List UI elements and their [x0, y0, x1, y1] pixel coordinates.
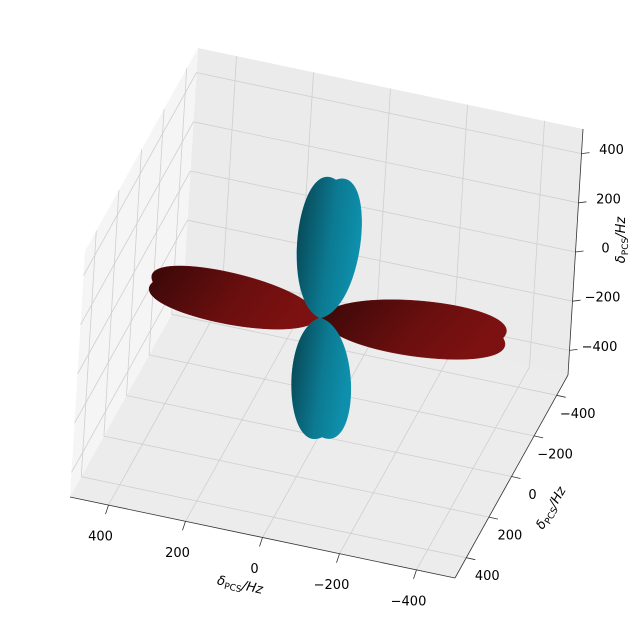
tick-mark — [488, 516, 498, 520]
z-tick-label: 0 — [601, 242, 609, 257]
lobe-shading — [291, 318, 351, 439]
grid-line — [193, 121, 579, 204]
z-tick-label: 400 — [599, 143, 624, 158]
tick-mark — [511, 476, 521, 479]
x-tick-label: 0 — [250, 562, 258, 577]
axis-line — [69, 496, 456, 579]
axis-line — [567, 128, 584, 376]
y-tick-label: 0 — [528, 488, 536, 503]
grid-line — [190, 170, 576, 253]
y-tick-label: 400 — [475, 569, 500, 584]
grid-line — [196, 72, 582, 154]
grid-line — [80, 121, 194, 325]
grid-line — [103, 435, 489, 518]
tick-mark — [413, 569, 417, 580]
zlabel-axis-label: δPCS/Hz — [614, 216, 631, 264]
label-symbol: δ — [614, 255, 629, 263]
tick-mark — [578, 201, 587, 204]
y-tick-label: −200 — [537, 447, 573, 462]
tick-mark — [572, 299, 581, 302]
grid-line — [187, 219, 573, 302]
label-subscript: PCS — [223, 581, 242, 594]
label-subscript: PCS — [621, 238, 631, 256]
x-tick-label: 200 — [165, 546, 190, 561]
grid-line — [74, 220, 188, 424]
axis-line — [454, 374, 569, 579]
z-tick-label: 200 — [596, 192, 621, 207]
lobe-shading — [320, 299, 507, 360]
label-unit: /Hz — [545, 483, 570, 511]
label-symbol: δ — [216, 573, 227, 589]
x-tick-label: −400 — [391, 594, 427, 609]
y-tick-label: −400 — [560, 407, 596, 422]
y-tick-label: 200 — [497, 529, 522, 544]
label-unit: /Hz — [240, 578, 266, 597]
grid-line — [77, 170, 191, 375]
tick-mark — [182, 521, 186, 531]
grid-line — [171, 313, 557, 396]
tick-mark — [575, 250, 584, 253]
x-tick-label: −200 — [314, 578, 350, 593]
tick-mark — [259, 537, 263, 547]
tick-mark — [556, 394, 566, 398]
grid-line — [81, 476, 467, 559]
tick-mark — [534, 435, 544, 439]
tick-mark — [105, 504, 109, 515]
tick-mark — [569, 349, 578, 351]
x-tick-label: 400 — [88, 530, 113, 545]
lobe-shading — [296, 177, 362, 318]
tick-mark — [466, 557, 476, 561]
tick-mark — [336, 553, 340, 563]
z-tick-label: −200 — [585, 291, 621, 306]
xlabel-axis-label: δPCS/Hz — [215, 573, 265, 600]
ylabel-axis-label: δPCS/Hz — [533, 483, 572, 533]
lobe-shading — [149, 265, 320, 330]
tick-mark — [581, 152, 590, 154]
label-unit: /Hz — [614, 216, 629, 239]
z-tick-label: −400 — [582, 340, 618, 355]
grid-line — [83, 72, 197, 276]
